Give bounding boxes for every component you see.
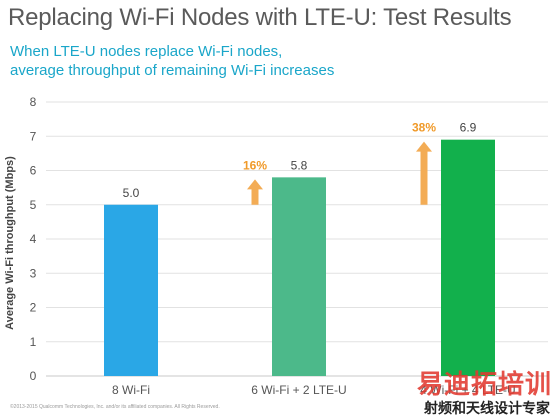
watermark-line-2: 射频和天线设计专家 xyxy=(424,401,550,417)
y-tick-label: 4 xyxy=(30,232,37,246)
bar-value-label: 6.9 xyxy=(460,121,477,135)
bar-3 xyxy=(441,139,495,376)
y-tick-label: 7 xyxy=(30,129,37,143)
x-tick-label: 4 Wi-Fi + 4 LTE-U xyxy=(420,383,515,397)
chart-subtitle: When LTE-U nodes replace Wi-Fi nodes, av… xyxy=(10,42,334,80)
y-tick-label: 2 xyxy=(30,301,37,315)
y-tick-label: 0 xyxy=(30,369,37,383)
x-tick-label: 6 Wi-Fi + 2 LTE-U xyxy=(251,383,346,397)
y-tick-label: 6 xyxy=(30,164,37,178)
bar-1 xyxy=(104,204,158,376)
y-axis-label: Average Wi-Fi throughput (Mbps) xyxy=(4,156,16,330)
page-title: Replacing Wi-Fi Nodes with LTE-U: Test R… xyxy=(8,4,512,31)
y-tick-label: 3 xyxy=(30,266,37,280)
watermark-logo: 易迪拓培训 射频和天线设计专家 xyxy=(398,362,556,418)
subtitle-line-2: average throughput of remaining Wi-Fi in… xyxy=(10,62,335,79)
y-tick-label: 1 xyxy=(30,335,37,349)
increase-arrow-icon xyxy=(416,141,432,152)
increase-percent-label: 16% xyxy=(243,158,267,172)
increase-arrow-shaft xyxy=(251,188,259,205)
y-tick-label: 5 xyxy=(30,198,37,212)
increase-arrow-icon xyxy=(247,179,263,190)
y-tick-label: 8 xyxy=(30,95,37,109)
increase-percent-label: 38% xyxy=(412,121,436,135)
bar-2 xyxy=(272,177,326,376)
subtitle-line-1: When LTE-U nodes replace Wi-Fi nodes, xyxy=(10,43,283,60)
x-tick-label: 8 Wi-Fi xyxy=(112,383,150,397)
watermark-line-1: 易迪拓培训 xyxy=(416,370,552,400)
bar-value-label: 5.8 xyxy=(291,158,308,172)
bar-value-label: 5.0 xyxy=(123,186,140,200)
increase-arrow-shaft xyxy=(420,150,428,205)
copyright-notice: ©2013-2015 Qualcomm Technologies, Inc. a… xyxy=(10,404,220,410)
